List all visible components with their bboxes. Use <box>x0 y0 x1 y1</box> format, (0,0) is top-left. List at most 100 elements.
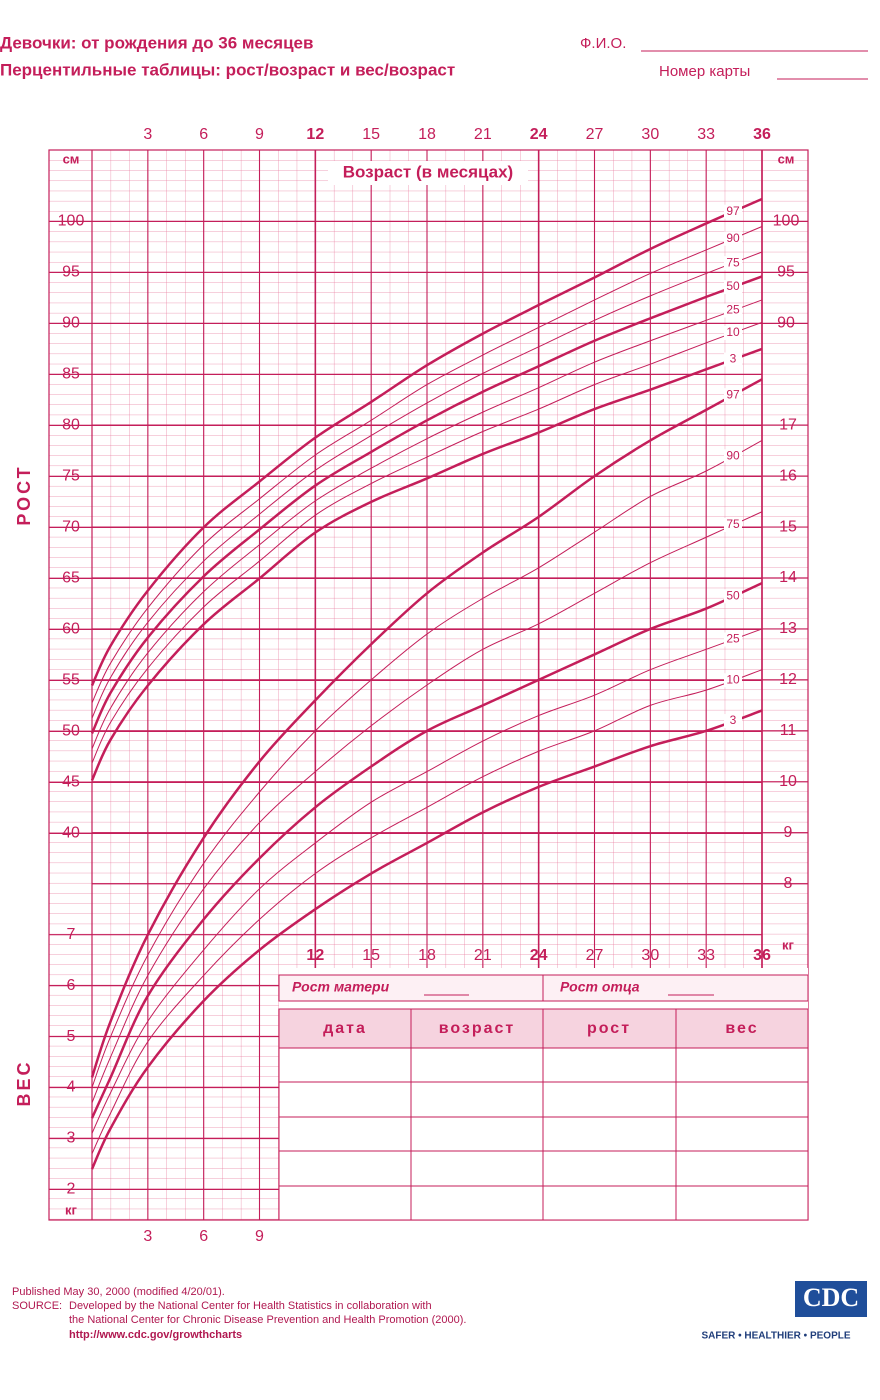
percentile-curve <box>91 299 763 749</box>
y-tick-label: 7 <box>67 926 76 943</box>
column-header: дата <box>323 1020 367 1037</box>
unit-label: кг <box>782 937 795 952</box>
x-tick-label: 36 <box>753 126 771 143</box>
curves: 97 90 75 50 25 10 3 97 90 75 50 25 10 3 <box>90 197 763 1170</box>
x-tick-label: 18 <box>418 947 436 964</box>
percentile-label-bg <box>724 325 742 340</box>
x-tick-label: 3 <box>143 126 152 143</box>
x-tick-label: 21 <box>474 947 492 964</box>
x-tick-label: 33 <box>697 126 715 143</box>
percentile-label: 97 <box>726 204 740 218</box>
percentile-curve <box>91 321 763 764</box>
x-tick-label: 15 <box>362 126 380 143</box>
father-label: Рост отца <box>560 979 640 995</box>
percentile-label: 10 <box>726 325 740 339</box>
y-tick-label: 100 <box>773 213 800 230</box>
y-tick-label: 60 <box>62 621 80 638</box>
y-tick-label: 80 <box>62 417 80 434</box>
percentile-label: 25 <box>726 632 740 646</box>
y-tick-label: 90 <box>62 315 80 332</box>
percentile-label-bg <box>724 303 742 318</box>
x-tick-label: 24 <box>530 126 548 143</box>
logo: CDC <box>803 1283 859 1312</box>
source: Developed by the National Center for Hea… <box>69 1300 432 1312</box>
percentile-label-bg <box>724 589 742 604</box>
percentile-label-bg <box>724 449 742 464</box>
percentile-curve <box>91 628 763 1134</box>
column-header: вес <box>725 1020 758 1037</box>
percentile-curve <box>90 709 763 1170</box>
y-tick-label: 13 <box>779 620 797 637</box>
x-tick-label: 12 <box>306 126 324 143</box>
x-tick-label: 27 <box>586 947 604 964</box>
percentile-label: 50 <box>726 279 740 293</box>
percentile-curve <box>91 439 763 1088</box>
source-label: SOURCE: <box>12 1300 62 1312</box>
y-tick-label: 10 <box>779 773 797 790</box>
y-tick-label: 17 <box>779 416 797 433</box>
percentile-label: 3 <box>730 352 737 366</box>
column-header: возраст <box>439 1020 516 1037</box>
y-tick-label: 50 <box>62 723 80 740</box>
y-tick-label: 70 <box>62 519 80 536</box>
slogan: SAFER • HEALTHIER • PEOPLE <box>701 1331 850 1342</box>
percentile-curve <box>90 581 763 1119</box>
percentile-curve <box>90 378 763 1078</box>
table-lines <box>278 1009 809 1221</box>
x-tick-label: 15 <box>362 947 380 964</box>
axis-labels: Возраст (в месяцах) РОСТ ВЕС см см кг кг… <box>14 126 800 1245</box>
percentile-label-bg <box>724 280 742 295</box>
x-tick-label: 27 <box>586 126 604 143</box>
percentile-label-bg <box>724 388 742 403</box>
percentile-label: 50 <box>726 588 740 602</box>
y-tick-label: 9 <box>784 824 793 841</box>
y-tick-label: 65 <box>62 570 80 587</box>
y-tick-label: 8 <box>784 875 793 892</box>
y-tick-label: 14 <box>779 569 797 586</box>
percentile-label-bg <box>724 632 742 647</box>
percentile-label: 90 <box>726 448 740 462</box>
percentile-label: 97 <box>726 387 740 401</box>
percentile-curve <box>90 275 763 734</box>
unit-label: кг <box>65 1202 78 1217</box>
card-label: Номер карты <box>659 63 750 80</box>
percentile-curve <box>91 226 763 704</box>
y-tick-label: 95 <box>777 264 795 281</box>
y-tick-label: 45 <box>62 774 80 791</box>
subtitle: Перцентильные таблицы: рост/возраст и ве… <box>0 60 455 79</box>
x-tick-label: 30 <box>641 126 659 143</box>
unit-label: см <box>778 151 795 166</box>
title: Девочки: от рождения до 36 месяцев <box>0 33 313 52</box>
x-tick-label: 24 <box>530 947 548 964</box>
x-tick-label: 30 <box>641 947 659 964</box>
y-tick-label: 3 <box>67 1130 76 1147</box>
x-tick-label: 33 <box>697 947 715 964</box>
x-axis-label: Возраст (в месяцах) <box>343 162 513 181</box>
percentile-label: 3 <box>730 713 737 727</box>
url: http://www.cdc.gov/growthcharts <box>69 1329 242 1341</box>
source: the National Center for Chronic Disease … <box>69 1314 466 1326</box>
percentile-label: 25 <box>726 303 740 317</box>
name-label: Ф.И.О. <box>580 35 626 52</box>
column-header: рост <box>587 1020 631 1037</box>
x-label-bg <box>328 161 528 185</box>
percentile-label: 10 <box>726 672 740 686</box>
y-tick-label: 16 <box>779 467 797 484</box>
percentile-label-bg <box>724 352 742 367</box>
percentile-label: 75 <box>726 517 740 531</box>
x-tick-label: 6 <box>199 1228 208 1245</box>
percentile-curve <box>90 197 763 687</box>
unit-label: см <box>63 151 80 166</box>
logo-box <box>795 1281 867 1317</box>
percentile-curve <box>90 347 763 781</box>
percentile-curve <box>91 511 763 1103</box>
y-tick-label: 95 <box>62 264 80 281</box>
y-axis-label: РОСТ <box>14 464 34 525</box>
y-tick-label: 75 <box>62 468 80 485</box>
x-tick-label: 36 <box>753 947 771 964</box>
x-tick-label: 9 <box>255 1228 264 1245</box>
y-tick-label: 100 <box>58 213 85 230</box>
percentile-curve <box>91 251 763 719</box>
percentile-label-bg <box>724 204 742 219</box>
